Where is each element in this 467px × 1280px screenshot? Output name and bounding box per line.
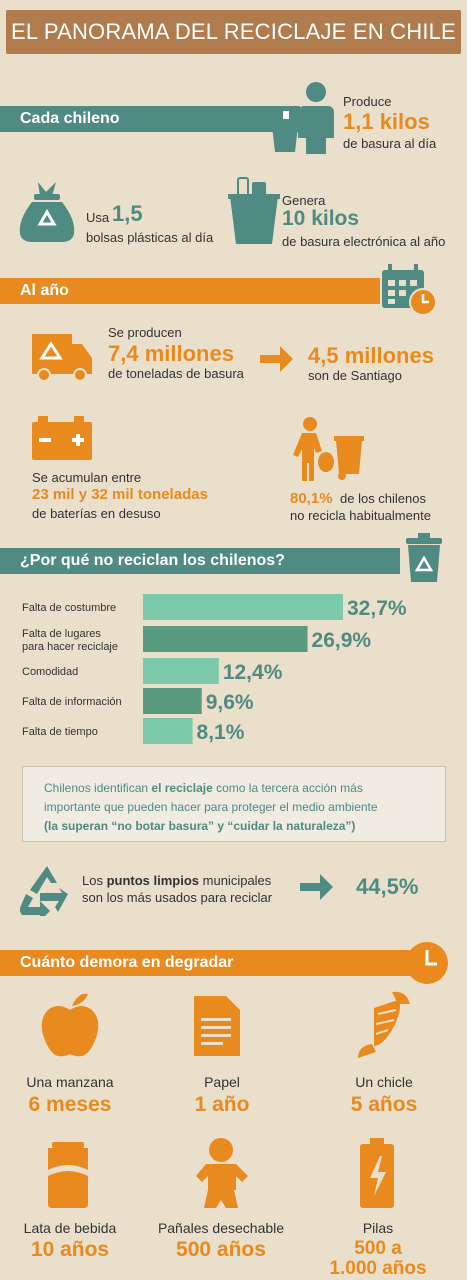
battery-bolt-icon [360,1138,394,1208]
degradar-value-3: 10 años [30,1238,110,1261]
recycle-bin-icon [406,533,442,582]
usa-label: Usa [86,210,110,225]
puntos-line1-a: Los [82,873,107,888]
usa-value: 1,5 [112,201,143,226]
degradar-value-5b: 1.000 años [329,1258,427,1279]
paper-icon [194,996,240,1056]
baby-icon [196,1138,248,1208]
note-line1-c: como la tercera acción más [212,781,363,795]
bar-value-0: 32,7% [347,597,407,620]
soda-can-icon [48,1142,88,1208]
plastic-bag-icon [19,182,75,242]
bar-1 [143,626,308,652]
puntos-line1-b: puntos limpios [106,873,200,888]
bar-value-3: 9,6% [206,691,254,714]
degradar-label-5: Pilas [362,1220,394,1236]
electronic-waste-bin-icon [228,177,280,244]
degradar-value-4: 500 años [176,1238,266,1261]
puntos-line1: Los puntos limpios municipales [82,873,271,888]
bar-label-1: Falta de lugares para hacer reciclaje [22,628,118,653]
no-recicla-desc1: de los chilenos [340,491,426,506]
note-line3: (la superan “no botar basura” y “cuidar … [44,819,356,833]
se-producen-label: Se producen [108,325,182,340]
note-line1-a: Chilenos identifican [44,781,152,795]
puntos-value: 44,5% [356,874,419,899]
recycle-symbol-icon [20,866,68,916]
degradar-label-0: Una manzana [26,1074,114,1090]
bar-label-0: Falta de costumbre [22,602,116,614]
acumulan-value: 23 mil y 32 mil toneladas [32,486,208,503]
acumulan-desc: de baterías en desuso [32,506,161,521]
title-band [6,10,461,54]
produce-label: Produce [343,94,392,109]
garbage-truck-icon [32,334,92,382]
clock-icon [406,942,448,984]
calendar-clock-icon [382,264,437,316]
acumulan-label: Se acumulan entre [32,470,142,485]
bar-label-4: Falta de tiempo [22,726,98,738]
degradar-label-1: Papel [204,1074,240,1090]
reasons-chart: Falta de costumbre 32,7% Falta de lugares p… [22,594,407,744]
apple-icon [41,993,99,1057]
note-line2: importante que pueden hacer para protege… [44,800,378,814]
bar-0 [143,594,343,620]
person-trash-icon [270,82,334,154]
arrow-right-icon [260,346,293,372]
section-heading-cada-chileno: Cada chileno [0,106,300,132]
santiago-desc: son de Santiago [308,368,402,383]
section-heading-degradar: Cuánto demora en degradar [0,950,410,976]
no-recicla-desc2: no recicla habitualmente [290,508,431,523]
degradar-value-5a: 500 a [354,1238,402,1259]
no-recicla-value: 80,1% [290,490,333,507]
note-box [22,766,446,842]
battery-icon [32,416,92,460]
se-producen-value: 7,4 millones [108,341,234,366]
bar-3 [143,688,202,714]
degradar-value-1: 1 año [194,1093,250,1116]
degradar-value-2: 5 años [350,1093,418,1116]
bar-2 [143,658,219,684]
puntos-line1-c: municipales [199,873,272,888]
degradar-value-0: 6 meses [28,1093,112,1116]
note-line1-b: el reciclaje [151,781,213,795]
puntos-line2: son los más usados para reciclar [82,890,273,905]
bar-label-3: Falta de información [22,696,122,708]
se-producen-desc: de toneladas de basura [108,366,244,381]
bar-value-2: 12,4% [223,661,283,684]
section-heading-por-que: ¿Por qué no reciclan los chilenos? [0,548,400,574]
produce-desc: de basura al día [343,136,437,151]
degradar-label-2: Un chicle [355,1074,413,1090]
santiago-value: 4,5 millones [308,343,434,368]
arrow-right-teal-icon [300,874,333,900]
bar-4 [143,718,193,744]
bar-value-4: 8,1% [197,721,245,744]
degradar-label-4: Pañales desechable [157,1220,285,1236]
person-bin-icon [293,417,364,481]
genera-label: Genera [282,193,326,208]
note-line1: Chilenos identifican el reciclaje como l… [44,779,363,798]
bar-value-1: 26,9% [312,629,372,652]
section-heading-al-ano: Al año [0,278,380,304]
produce-value: 1,1 kilos [343,109,430,134]
degradar-label-3: Lata de bebida [23,1220,117,1236]
genera-value: 10 kilos [282,207,360,230]
usa-desc: bolsas plásticas al día [86,230,214,245]
page-title: EL PANORAMA DEL RECICLAJE EN CHILE [11,19,456,44]
genera-desc: de basura electrónica al año [282,234,446,249]
candy-icon [358,991,410,1058]
bar-label-2: Comodidad [22,666,78,678]
